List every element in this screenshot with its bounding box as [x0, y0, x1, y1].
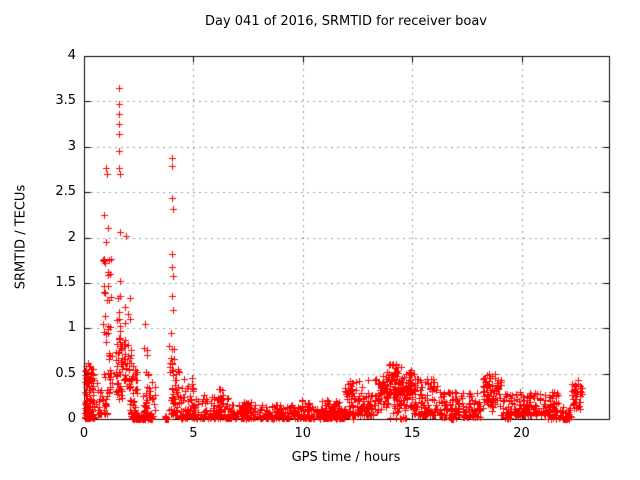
- x-tick-label: 5: [189, 426, 198, 441]
- y-tick-label: 1: [67, 320, 76, 336]
- y-tick-label: 4: [67, 48, 76, 63]
- y-tick-label: 3: [67, 138, 76, 154]
- y-tick-label: 0: [67, 411, 76, 426]
- y-tick-label: 2: [67, 229, 76, 245]
- x-tick-label: 10: [294, 426, 312, 441]
- y-tick-label: 1.5: [55, 274, 76, 290]
- chart-title: Day 041 of 2016, SRMTID for receiver boa…: [204, 14, 488, 29]
- x-tick-label: 20: [513, 426, 530, 441]
- y-tick-label: 3.5: [55, 93, 76, 109]
- y-tick-label: 2.5: [55, 184, 76, 200]
- x-axis-label: GPS time / hours: [291, 450, 401, 465]
- x-tick-label: 0: [79, 426, 89, 441]
- x-tick-label: 15: [403, 426, 421, 441]
- y-axis-label: SRMTID / TECUs: [13, 184, 29, 290]
- y-tick-label: 0.5: [55, 365, 76, 381]
